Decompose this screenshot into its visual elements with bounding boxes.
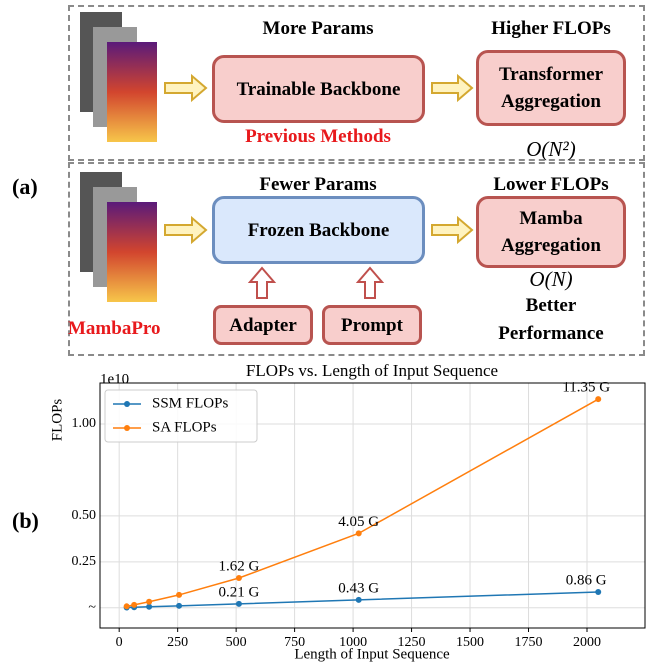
note: Better Performance <box>486 292 616 348</box>
header: Higher FLOPs <box>476 18 626 40</box>
data-point <box>146 599 152 605</box>
y-tick-label: ~ <box>88 600 96 615</box>
chart-title: FLOPs vs. Length of Input Sequence <box>246 361 498 380</box>
legend-marker <box>124 425 130 431</box>
x-tick-label: 1500 <box>456 635 484 650</box>
x-axis-label: Length of Input Sequence <box>294 646 450 662</box>
y-tick-label: 0.25 <box>72 554 97 569</box>
complexity: O(N) <box>476 267 626 292</box>
x-tick-label: 2000 <box>573 635 601 650</box>
aggregation-box: Transformer Aggregation <box>476 50 626 126</box>
data-label: 0.86 G <box>566 572 607 588</box>
x-tick-label: 1750 <box>515 635 543 650</box>
legend-label: SA FLOPs <box>152 419 217 435</box>
y-tick-label: 0.50 <box>72 508 97 523</box>
chart: FLOPs vs. Length of Input Sequence 1e10 … <box>0 360 652 664</box>
backbone-box: Frozen Backbone <box>212 196 425 264</box>
header: More Params <box>218 18 418 40</box>
data-point <box>236 601 242 607</box>
complexity: O(N²) <box>476 137 626 162</box>
data-label: 1.62 G <box>219 558 260 574</box>
axis-multiplier: 1e10 <box>100 371 129 387</box>
data-point <box>131 602 137 608</box>
prompt-box: Prompt <box>322 305 422 345</box>
header: Lower FLOPs <box>476 174 626 196</box>
data-point <box>176 603 182 609</box>
adapter-box: Adapter <box>213 305 313 345</box>
y-axis-label: FLOPs <box>49 399 65 442</box>
legend: SSM FLOPs SA FLOPs <box>105 390 257 442</box>
backbone-box: Trainable Backbone <box>212 55 425 123</box>
legend-label: SSM FLOPs <box>152 395 228 411</box>
x-tick-label: 0 <box>116 635 123 650</box>
aggregation-box: Mamba Aggregation <box>476 196 626 268</box>
x-tick-label: 250 <box>167 635 188 650</box>
data-point <box>236 575 242 581</box>
data-point <box>176 592 182 598</box>
thumbnails <box>80 12 157 302</box>
data-point <box>124 603 130 609</box>
x-tick-label: 750 <box>284 635 305 650</box>
header: Fewer Params <box>218 174 418 196</box>
data-label: 0.43 G <box>338 580 379 596</box>
x-tick-label: 1250 <box>398 635 426 650</box>
x-tick-label: 500 <box>226 635 247 650</box>
data-point <box>356 530 362 536</box>
figure: (a) (b) More Params Higher FLOPs Trainab… <box>0 0 652 664</box>
data-label: 0.21 G <box>219 584 260 600</box>
data-label: 4.05 G <box>338 514 379 530</box>
data-point <box>595 396 601 402</box>
method-name: MambaPro <box>68 318 158 340</box>
x-tick-label: 1000 <box>339 635 367 650</box>
caption: Previous Methods <box>218 126 418 148</box>
data-label: 11.35 G <box>562 380 610 396</box>
up-arrows <box>250 268 382 298</box>
y-tick-label: 1.00 <box>72 416 97 431</box>
data-point <box>356 597 362 603</box>
data-point <box>595 589 601 595</box>
legend-marker <box>124 401 130 407</box>
